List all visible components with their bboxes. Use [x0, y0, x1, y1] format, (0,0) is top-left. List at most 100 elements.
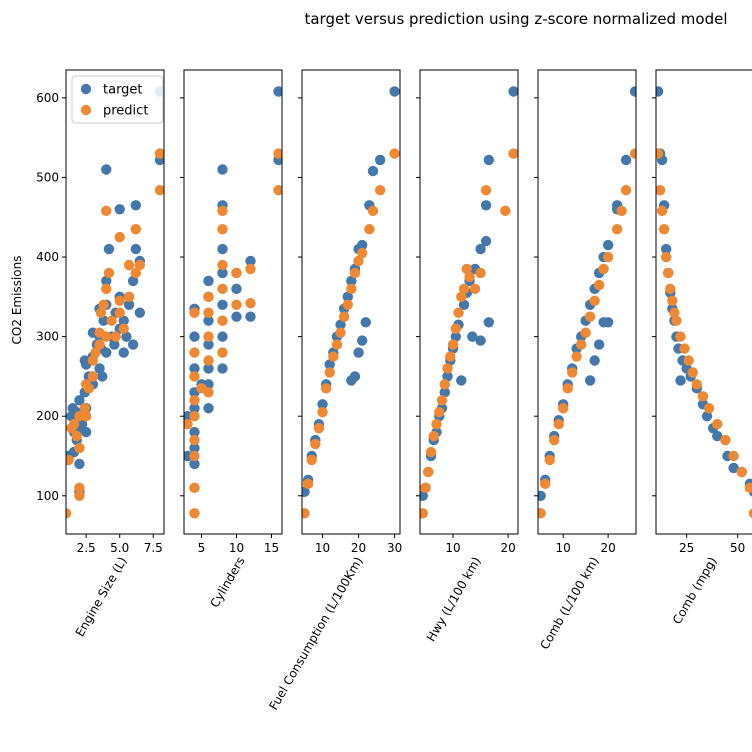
- target-point: [656, 86, 664, 97]
- target-point: [76, 418, 88, 430]
- y-tick-label: 100: [36, 489, 59, 503]
- predict-point: [189, 347, 200, 358]
- predict-point: [720, 434, 731, 446]
- target-point: [245, 255, 256, 267]
- target-point: [217, 267, 228, 279]
- predict-point: [428, 430, 439, 442]
- x-tick-label: 50: [730, 541, 745, 555]
- predict-point: [548, 434, 560, 446]
- predict-point: [203, 291, 214, 303]
- target-point: [367, 165, 379, 177]
- x-axis-label: Hwy (L/100 km): [424, 555, 484, 644]
- target-point: [217, 164, 228, 175]
- target-point: [217, 331, 228, 342]
- y-axis-label: CO2 Emissions: [10, 256, 24, 345]
- target-point: [118, 315, 129, 326]
- axes-frame: [301, 69, 401, 535]
- predict-point: [203, 307, 214, 318]
- predict-point: [189, 411, 200, 422]
- target-point: [483, 317, 495, 328]
- predict-point: [712, 418, 723, 430]
- predict-point: [134, 259, 146, 271]
- predict-point: [331, 339, 343, 350]
- predict-point: [500, 205, 511, 217]
- predict-point: [629, 148, 636, 159]
- target-point: [203, 339, 214, 350]
- predict-point: [464, 271, 475, 283]
- predict-point: [184, 418, 193, 430]
- legend-entry-label: target: [103, 83, 143, 98]
- target-point: [273, 86, 282, 97]
- predict-point: [189, 371, 200, 382]
- target-point: [98, 315, 109, 326]
- target-point: [231, 311, 242, 322]
- predict-point: [94, 339, 105, 350]
- predict-point: [217, 315, 228, 326]
- target-point: [342, 291, 353, 303]
- data-points: [66, 86, 164, 519]
- predict-point: [342, 299, 353, 310]
- target-point: [360, 317, 371, 328]
- target-point: [538, 490, 546, 501]
- target-point: [712, 430, 723, 442]
- predict-point: [353, 255, 364, 267]
- predict-point: [656, 205, 668, 217]
- predict-point: [231, 267, 242, 279]
- target-point: [245, 311, 256, 322]
- axes-frame: [655, 69, 752, 535]
- predict-point: [79, 403, 90, 414]
- predict-point: [658, 223, 670, 235]
- target-point: [317, 399, 328, 410]
- predict-point: [101, 331, 112, 342]
- predict-point: [346, 283, 357, 295]
- target-point: [189, 426, 200, 438]
- predict-point: [389, 148, 400, 159]
- predict-point: [273, 184, 282, 196]
- predict-point: [431, 418, 442, 430]
- y-tick-label: 500: [36, 170, 59, 184]
- target-point: [94, 363, 105, 374]
- target-point: [475, 335, 486, 346]
- x-tick-label: 10: [229, 541, 244, 555]
- predict-point: [580, 327, 591, 338]
- data-points: [538, 86, 636, 519]
- predict-point: [671, 315, 682, 326]
- x-tick-label: 20: [500, 541, 515, 555]
- target-point: [217, 299, 228, 310]
- predict-point: [593, 279, 605, 291]
- predict-point: [679, 343, 690, 354]
- target-point: [589, 355, 600, 366]
- predict-point: [123, 259, 135, 271]
- predict-point: [130, 223, 142, 235]
- x-axis-label: Cylinders: [207, 555, 247, 610]
- predict-point: [83, 383, 95, 394]
- target-point: [203, 363, 214, 374]
- legend-entry-label: predict: [103, 104, 148, 119]
- y-tick-label: 600: [36, 91, 59, 105]
- predict-point: [80, 411, 92, 422]
- axes-frame: [537, 69, 637, 535]
- legend: target predict: [71, 75, 164, 124]
- predict-point: [217, 283, 228, 295]
- target-point: [231, 283, 242, 295]
- x-tick-label: 10: [445, 541, 460, 555]
- target-point: [127, 339, 139, 350]
- predict-point: [154, 184, 164, 196]
- predict-point: [480, 184, 492, 196]
- y-tick-label: 200: [36, 409, 59, 423]
- predict-point: [98, 299, 109, 310]
- subplot-panels: 100 200 300 400 500 600 2.5 5.0 7.5 Engine Size (…: [36, 69, 752, 712]
- predict-point: [154, 148, 164, 159]
- predict-point: [669, 307, 680, 318]
- target-point: [101, 347, 112, 358]
- predict-point: [231, 299, 242, 310]
- target-point: [701, 411, 713, 422]
- predict-point: [245, 297, 256, 309]
- predict-point: [584, 311, 596, 322]
- predict-point: [571, 351, 582, 362]
- predict-point: [663, 267, 674, 279]
- target-point: [324, 359, 335, 370]
- x-axis-label: Comb (mpg): [670, 555, 720, 627]
- predict-point: [364, 223, 375, 235]
